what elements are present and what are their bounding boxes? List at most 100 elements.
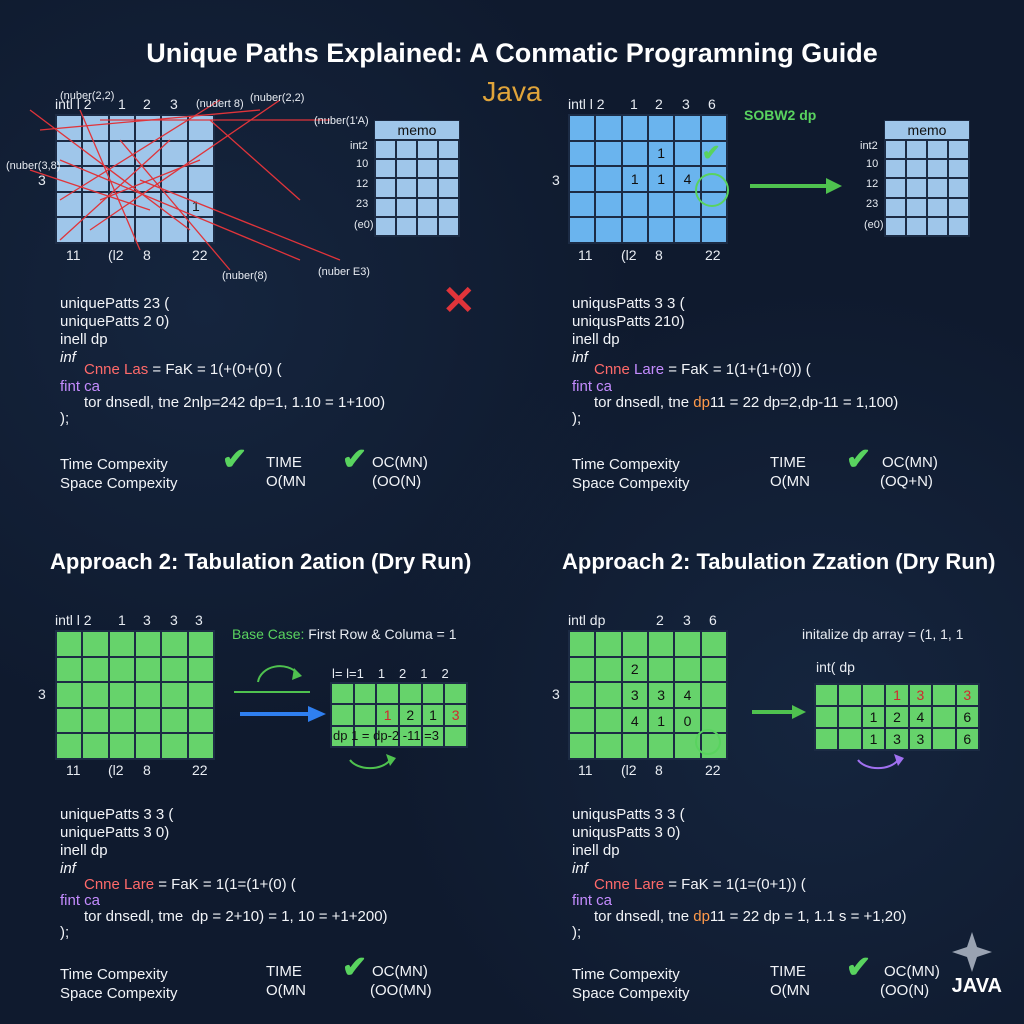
br-code-line: inf	[572, 860, 588, 877]
grid-cell	[569, 682, 596, 708]
grid-cell	[375, 159, 396, 179]
tr-bottom-label: 22	[705, 247, 721, 263]
tl-code-line: );	[60, 410, 70, 427]
grid-cell	[885, 140, 906, 160]
bl-col-label: 3	[143, 612, 151, 628]
grid-cell	[82, 217, 109, 243]
tr-space-label: Space Compexity	[572, 475, 690, 492]
grid-cell	[595, 733, 622, 759]
table-cell	[444, 683, 467, 705]
page-subtitle: Java	[482, 76, 542, 107]
br-section-title: Approach 2: Tabulation Zzation (Dry Run)	[562, 549, 996, 574]
bl-space-label: Space Compexity	[60, 985, 178, 1002]
br-row-label: 3	[552, 686, 560, 702]
grid-cell	[82, 191, 109, 218]
br-oc-head: OC(MN)	[884, 963, 940, 980]
grid-cell	[948, 178, 969, 198]
grid-cell	[648, 217, 675, 243]
grid-cell	[375, 140, 396, 160]
tr-bottom-label: (l2	[621, 247, 637, 263]
table-cell	[815, 728, 839, 750]
table-cell	[421, 683, 445, 705]
check-icon: ✔	[222, 443, 248, 476]
grid-cell	[82, 656, 109, 683]
tl-memo-row: 12	[356, 178, 369, 190]
bl-code-line: uniquePatts 3 0)	[60, 824, 170, 841]
br-bottom-label: 11	[578, 762, 593, 778]
grid-cell	[161, 656, 188, 683]
tl-memo-row: (e0)	[354, 219, 374, 231]
bl-table-head: 2	[441, 666, 449, 681]
table-cell: 3	[908, 728, 933, 750]
grid-cell	[948, 140, 969, 160]
arrow-right-icon	[752, 705, 806, 719]
tl-code-line: uniquePatts 2 0)	[60, 313, 170, 330]
grid-cell	[108, 733, 135, 759]
tl-arrow-label: (nuber(2,2)	[60, 90, 115, 102]
grid-cell	[108, 656, 135, 683]
grid-cell	[56, 631, 83, 657]
grid-cell	[569, 115, 596, 141]
tl-oc-head: OC(MN)	[372, 454, 428, 471]
bl-code-line: );	[60, 924, 70, 941]
grid-cell	[187, 707, 214, 734]
br-time-val: O(MN	[770, 982, 810, 999]
tr-code-line: inf	[572, 349, 588, 366]
grid-cell: 1	[621, 166, 648, 192]
grid-cell	[161, 217, 188, 243]
table-cell	[421, 725, 445, 747]
grid-cell	[569, 631, 596, 657]
bl-base-case-text: First Row & Columa = 1	[304, 626, 457, 642]
table-cell	[353, 725, 377, 747]
grid-cell	[82, 115, 109, 141]
grid-cell	[595, 217, 622, 243]
bl-oc-head: OC(MN)	[372, 963, 428, 980]
tr-tag: SOBW2 dp	[744, 107, 817, 123]
br-code-part: 11 = 22 dp = 1, 1.1 s = +1,20)	[709, 908, 907, 925]
br-oc-val: (OO(N)	[880, 982, 930, 999]
grid-cell	[648, 631, 675, 657]
tl-code-expr: = FaK = 1(+(0+(0) (	[148, 361, 282, 378]
tl-arrow-label: (nuber(1'A)	[314, 115, 369, 127]
bl-table-head: 1	[377, 666, 386, 681]
tr-code-dp: dp	[693, 394, 710, 411]
table-cell	[815, 684, 839, 706]
grid-cell: 4	[674, 682, 701, 708]
br-code-part: tor dnsedl, tne	[594, 908, 694, 925]
bl-row-label: 3	[38, 686, 46, 702]
grid-cell	[161, 707, 188, 734]
table-cell: 3	[885, 728, 909, 750]
tr-top-label: intl l 2	[568, 96, 605, 112]
grid-cell	[906, 216, 927, 236]
tl-memo-grid	[374, 139, 460, 237]
grid-cell	[674, 140, 701, 167]
grid-cell	[906, 197, 927, 217]
bl-table-formula: dp 1 = dp-2 -11 =3	[333, 728, 440, 743]
grid-cell	[595, 115, 622, 141]
grid-cell	[187, 631, 214, 657]
grid-cell	[161, 682, 188, 708]
tr-code-keyword: Cnne	[594, 361, 635, 378]
check-icon: ✔	[342, 443, 368, 476]
tl-bottom-label: 22	[192, 247, 208, 263]
grid-cell	[108, 115, 135, 141]
bl-table-header: l= l=1 1 2 1 2	[332, 666, 449, 681]
br-init-text: initalize dp array = (1, 1, 1	[802, 626, 964, 642]
grid-cell	[56, 140, 83, 167]
tl-bottom-label: 11	[66, 247, 81, 263]
table-cell	[353, 683, 377, 705]
grid-cell	[674, 217, 701, 243]
table-cell	[444, 725, 467, 747]
tr-memo-row: (e0)	[864, 219, 884, 231]
grid-cell: 0	[674, 707, 701, 734]
table-cell	[331, 683, 354, 705]
br-code-line: fint ca	[572, 892, 613, 909]
tr-col-label: 2	[655, 96, 663, 112]
table-cell	[376, 683, 399, 705]
tr-memo-title: memo	[884, 120, 970, 140]
bl-code-line: inf	[60, 860, 76, 877]
tr-memo-row: 23	[866, 198, 879, 210]
table-cell: 1	[376, 704, 399, 726]
